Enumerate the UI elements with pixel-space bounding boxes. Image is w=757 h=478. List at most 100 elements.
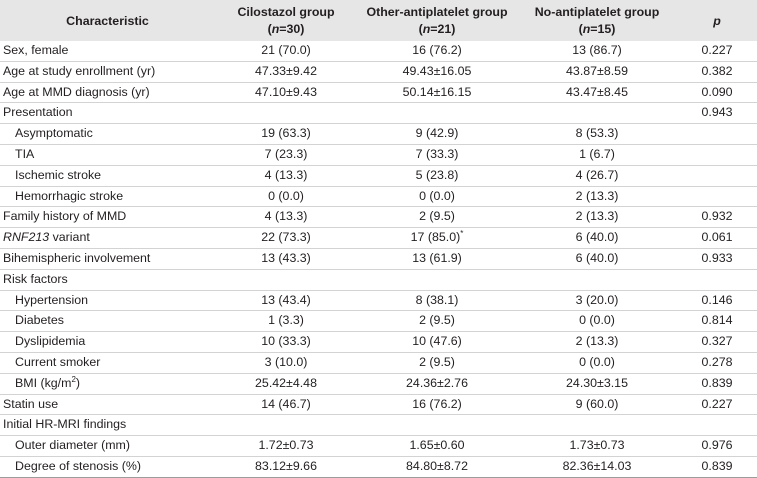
row-value-group-1: 19 (63.3) <box>261 126 311 141</box>
row-value-group-3: 2 (13.3) <box>575 188 619 203</box>
table-row: Degree of stenosis (%) 83.12±9.66 84.80±8.… <box>0 456 757 477</box>
row-value-group-3: 6 (40.0) <box>575 230 619 245</box>
row-value-group-3: 1.73±0.73 <box>569 438 625 453</box>
row-value-group-2: 8 (38.1) <box>415 292 459 307</box>
row-value-group-2: 7 (33.3) <box>415 146 459 161</box>
header-group-name: No-antiplatelet group <box>534 5 660 19</box>
row-label: Ischemic stroke <box>15 167 102 182</box>
row-p-value: 0.327 <box>701 334 733 349</box>
row-value-group-2: 5 (23.8) <box>415 167 459 182</box>
row-value-group-2: 16 (76.2) <box>412 396 462 411</box>
row-p-value: 0.061 <box>701 230 733 245</box>
row-value-group-3: 8 (53.3) <box>575 126 619 141</box>
header-group-name: Other-antiplatelet group <box>366 5 508 19</box>
header-characteristic: Characteristic <box>66 13 149 28</box>
row-value-group-2: 10 (47.6) <box>412 334 462 349</box>
row-value-group-1: 13 (43.4) <box>261 292 311 307</box>
table-row: Presentation 0.943 <box>0 102 757 124</box>
row-value-group-2: 84.80±8.72 <box>406 458 468 473</box>
row-label: Outer diameter (mm) <box>15 438 130 453</box>
row-value-group-1 <box>215 103 357 124</box>
table-header-row: Characteristic Cilostazol group (n=30) O… <box>0 0 757 41</box>
row-p-value: 0.146 <box>701 292 733 307</box>
header-group-n: (n=21) <box>418 22 456 36</box>
row-label: Hypertension <box>15 292 89 307</box>
row-value-group-3: 43.87±8.59 <box>566 63 628 78</box>
table-row: Asymptomatic 19 (63.3) 9 (42.9) 8 (53.3) <box>0 123 757 145</box>
row-value-group-3: 43.47±8.45 <box>566 84 628 99</box>
header-cilostazol: Cilostazol group (n=30) <box>215 0 357 41</box>
row-value-group-1: 47.10±9.43 <box>255 84 317 99</box>
table-row: Ischemic stroke 4 (13.3) 5 (23.8) 4 (26.7) <box>0 165 757 186</box>
row-value-group-3: 6 (40.0) <box>575 250 619 265</box>
row-value-group-3 <box>517 415 677 436</box>
row-value-group-2: 24.36±2.76 <box>406 375 468 390</box>
row-value-group-2: 50.14±16.15 <box>402 84 472 99</box>
row-value-group-2: 13 (61.9) <box>412 250 462 265</box>
row-label: Dyslipidemia <box>15 334 86 349</box>
row-label: Family history of MMD <box>3 209 127 224</box>
table-row: Statin use 14 (46.7) 16 (76.2) 9 (60.0) 0.22… <box>0 394 757 415</box>
row-value-group-1: 14 (46.7) <box>261 396 311 411</box>
row-label: Current smoker <box>15 354 101 369</box>
header-group-n: (n=15) <box>578 22 616 36</box>
row-value-group-1: 13 (43.3) <box>261 250 311 265</box>
row-value-group-3: 13 (86.7) <box>572 43 622 57</box>
row-label: Bihemispheric involvement <box>3 250 151 265</box>
row-value-group-1: 21 (70.0) <box>261 43 311 57</box>
row-value-group-3: 9 (60.0) <box>575 396 619 411</box>
row-value-group-2 <box>357 103 517 124</box>
row-value-group-1: 7 (23.3) <box>264 146 308 161</box>
row-p-value <box>677 269 757 290</box>
table-row: Family history of MMD 4 (13.3) 2 (9.5) 2 (1… <box>0 206 757 228</box>
row-p-value: 0.933 <box>701 250 733 265</box>
row-value-group-2: 0 (0.0) <box>419 188 455 203</box>
row-label: Asymptomatic <box>15 126 93 141</box>
row-value-group-1: 10 (33.3) <box>261 334 311 349</box>
table-row: Risk factors <box>0 269 757 290</box>
row-value-group-1: 4 (13.3) <box>264 209 308 224</box>
table-row: TIA 7 (23.3) 7 (33.3) 1 (6.7) <box>0 144 757 165</box>
header-group-n: (n=30) <box>267 22 305 36</box>
row-value-group-1: 83.12±9.66 <box>255 458 317 473</box>
row-value-group-2: 1.65±0.60 <box>409 438 465 453</box>
row-value-group-3: 2 (13.3) <box>575 209 619 224</box>
row-value-group-3: 1 (6.7) <box>579 146 615 161</box>
row-value-group-1: 1 (3.3) <box>268 313 304 328</box>
row-value-group-3: 0 (0.0) <box>579 313 615 328</box>
row-label: BMI (kg/m2) <box>15 374 81 390</box>
header-other-antiplatelet: Other-antiplatelet group (n=21) <box>357 0 517 41</box>
row-value-group-1: 1.72±0.73 <box>258 438 314 453</box>
row-label: Diabetes <box>15 313 64 328</box>
row-p-value <box>677 124 757 145</box>
table-row: RNF213 variant 22 (73.3) 17 (85.0)* 6 (40.0… <box>0 227 757 249</box>
row-p-value: 0.839 <box>701 375 733 390</box>
row-value-group-3: 4 (26.7) <box>575 167 619 182</box>
header-no-antiplatelet: No-antiplatelet group (n=15) <box>517 0 677 41</box>
table-row: Dyslipidemia 10 (33.3) 10 (47.6) 2 (13.3) 0.… <box>0 331 757 353</box>
row-value-group-2: 2 (9.5) <box>419 209 455 224</box>
row-p-value: 0.839 <box>701 458 733 473</box>
row-value-group-2: 16 (76.2) <box>412 43 462 57</box>
row-label: Age at MMD diagnosis (yr) <box>3 84 150 99</box>
row-p-value <box>677 144 757 165</box>
row-p-value: 0.382 <box>701 63 733 78</box>
row-value-group-1: 47.33±9.42 <box>255 63 317 78</box>
row-value-group-2: 9 (42.9) <box>415 126 459 141</box>
row-p-value: 0.227 <box>701 396 733 411</box>
row-value-group-3: 2 (13.3) <box>575 334 619 349</box>
row-p-value: 0.814 <box>701 313 733 328</box>
row-value-group-2 <box>357 269 517 290</box>
row-label: Hemorrhagic stroke <box>15 188 124 203</box>
row-label: TIA <box>15 146 35 161</box>
row-value-group-1: 0 (0.0) <box>268 188 304 203</box>
table-row: Age at study enrollment (yr) 47.33±9.42 49… <box>0 61 757 82</box>
table-row: Hypertension 13 (43.4) 8 (38.1) 3 (20.0) 0.1… <box>0 290 757 311</box>
row-label: Statin use <box>3 396 59 411</box>
row-p-value: 0.227 <box>701 43 733 57</box>
row-label: Sex, female <box>3 43 69 57</box>
header-p-value: p <box>713 13 721 28</box>
table-row: Outer diameter (mm) 1.72±0.73 1.65±0.60 1.7… <box>0 435 757 457</box>
row-value-group-1: 25.42±4.48 <box>255 375 317 390</box>
